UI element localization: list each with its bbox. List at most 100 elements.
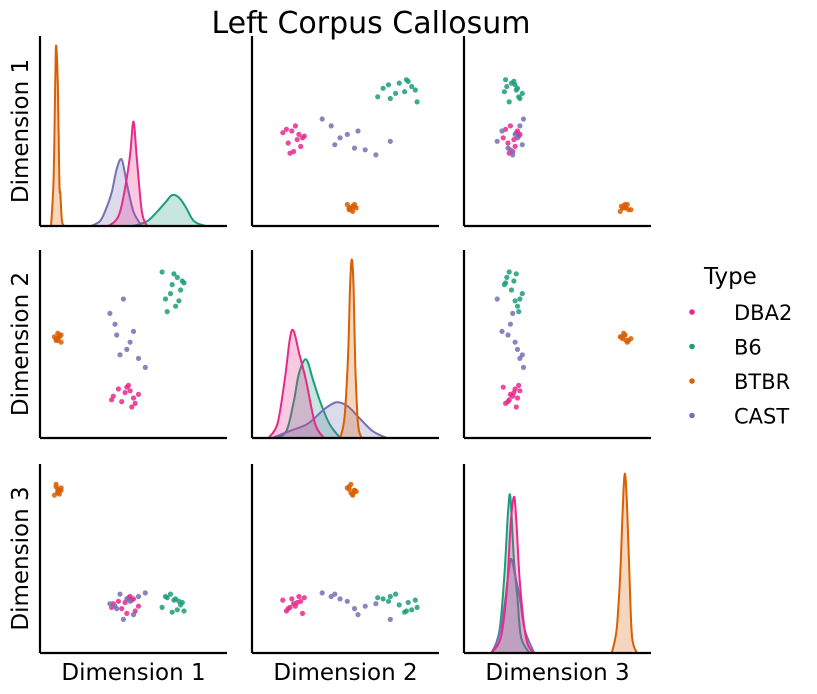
point-b6-11 — [512, 82, 518, 88]
legend-item-cast: CAST — [689, 405, 789, 429]
kde-cast — [90, 157, 143, 227]
point-b6-1 — [174, 274, 180, 280]
point-cast-8 — [332, 591, 338, 597]
point-cast-7 — [124, 346, 130, 352]
legend-marker — [689, 309, 695, 315]
panel-3-1 — [38, 464, 227, 655]
point-b6-0 — [501, 89, 507, 95]
panel-2-1 — [38, 250, 227, 440]
y-axis-label-3: Dimension 3 — [8, 486, 34, 630]
legend-label: DBA2 — [734, 301, 792, 325]
point-cast-4 — [362, 603, 368, 609]
point-cast-1 — [114, 332, 120, 338]
point-dba2-9 — [285, 140, 291, 146]
point-dba2-1 — [294, 137, 300, 143]
point-b6-7 — [508, 287, 515, 293]
point-dba2-2 — [115, 386, 121, 392]
point-dba2-5 — [301, 595, 307, 601]
point-dba2-0 — [289, 128, 295, 134]
point-b6-8 — [412, 87, 418, 93]
point-dba2-7 — [292, 603, 298, 609]
point-btbr-8 — [55, 337, 61, 343]
point-b6-4 — [380, 596, 386, 602]
point-b6-2 — [162, 296, 169, 302]
point-b6-4 — [173, 303, 179, 309]
legend-marker — [689, 343, 695, 350]
axis-labels: Dimension 1 Dimension 1 Dimension 2 Dimensi… — [8, 59, 630, 686]
point-b6-2 — [387, 95, 393, 102]
point-cast-3 — [135, 593, 142, 600]
panel-1-1 — [38, 36, 227, 228]
point-dba2-8 — [513, 404, 519, 410]
point-b6-5 — [506, 269, 512, 275]
point-b6-11 — [385, 82, 392, 88]
point-cast-5 — [142, 590, 148, 596]
kde-line-b6 — [275, 358, 341, 439]
point-dba2-7 — [135, 391, 142, 397]
point-btbr-6 — [628, 336, 634, 342]
kde-line-btbr — [339, 258, 363, 439]
point-cast-7 — [124, 596, 130, 602]
point-dba2-10 — [299, 610, 306, 617]
point-dba2-9 — [285, 606, 291, 612]
point-dba2-2 — [512, 143, 518, 149]
point-b6-8 — [171, 271, 177, 277]
point-b6-1 — [504, 274, 510, 280]
kde-fill-b6 — [275, 359, 341, 438]
point-cast-6 — [373, 601, 379, 607]
point-b6-0 — [169, 282, 175, 288]
kde-line-b6 — [491, 493, 531, 654]
point-dba2-6 — [291, 148, 297, 155]
point-btbr-8 — [623, 337, 629, 343]
legend-label: CAST — [734, 405, 789, 429]
point-cast-4 — [362, 147, 368, 153]
point-dba2-7 — [135, 603, 142, 609]
point-btbr-3 — [51, 492, 58, 498]
point-dba2-0 — [289, 596, 295, 602]
point-dba2-10 — [124, 610, 130, 617]
point-cast-8 — [117, 591, 123, 597]
point-cast-6 — [107, 310, 113, 316]
legend-item-dba2: DBA2 — [689, 301, 792, 325]
panel-1-2 — [250, 36, 439, 228]
point-cast-0 — [387, 138, 393, 144]
point-b6-3 — [405, 599, 411, 606]
kde-dba2 — [267, 328, 325, 439]
point-btbr-9 — [351, 487, 358, 493]
point-b6-9 — [375, 595, 381, 601]
panel-grid — [38, 36, 651, 655]
panel-3-2 — [250, 464, 439, 655]
point-dba2-0 — [130, 395, 137, 401]
point-dba2-11 — [296, 131, 302, 137]
legend-item-b6: B6 — [689, 336, 762, 360]
point-b6-0 — [402, 89, 408, 95]
x-axis-label-2: Dimension 2 — [273, 660, 417, 686]
kde-line-b6 — [133, 193, 207, 227]
point-b6-6 — [519, 90, 525, 96]
point-btbr-9 — [622, 332, 628, 338]
point-b6-2 — [387, 593, 393, 600]
point-cast-5 — [520, 116, 527, 122]
point-cast-8 — [519, 142, 525, 148]
point-btbr-6 — [348, 481, 354, 487]
point-dba2-7 — [507, 123, 513, 129]
point-dba2-8 — [129, 404, 135, 410]
point-cast-3 — [517, 123, 523, 129]
point-b6-6 — [393, 591, 399, 597]
kde-line-dba2 — [267, 328, 325, 439]
point-dba2-2 — [298, 598, 304, 604]
point-b6-5 — [506, 99, 512, 105]
point-cast-4 — [112, 321, 118, 327]
point-b6-5 — [159, 604, 165, 611]
point-btbr-9 — [58, 332, 64, 338]
panel-2-3 — [462, 250, 651, 440]
kde-line-dba2 — [107, 120, 148, 227]
point-b6-6 — [167, 291, 174, 297]
point-cast-6 — [510, 152, 516, 158]
point-cast-9 — [499, 128, 505, 134]
point-b6-10 — [403, 608, 409, 614]
point-b6-9 — [516, 309, 522, 315]
point-btbr-3 — [617, 208, 623, 214]
point-b6-10 — [503, 280, 509, 286]
